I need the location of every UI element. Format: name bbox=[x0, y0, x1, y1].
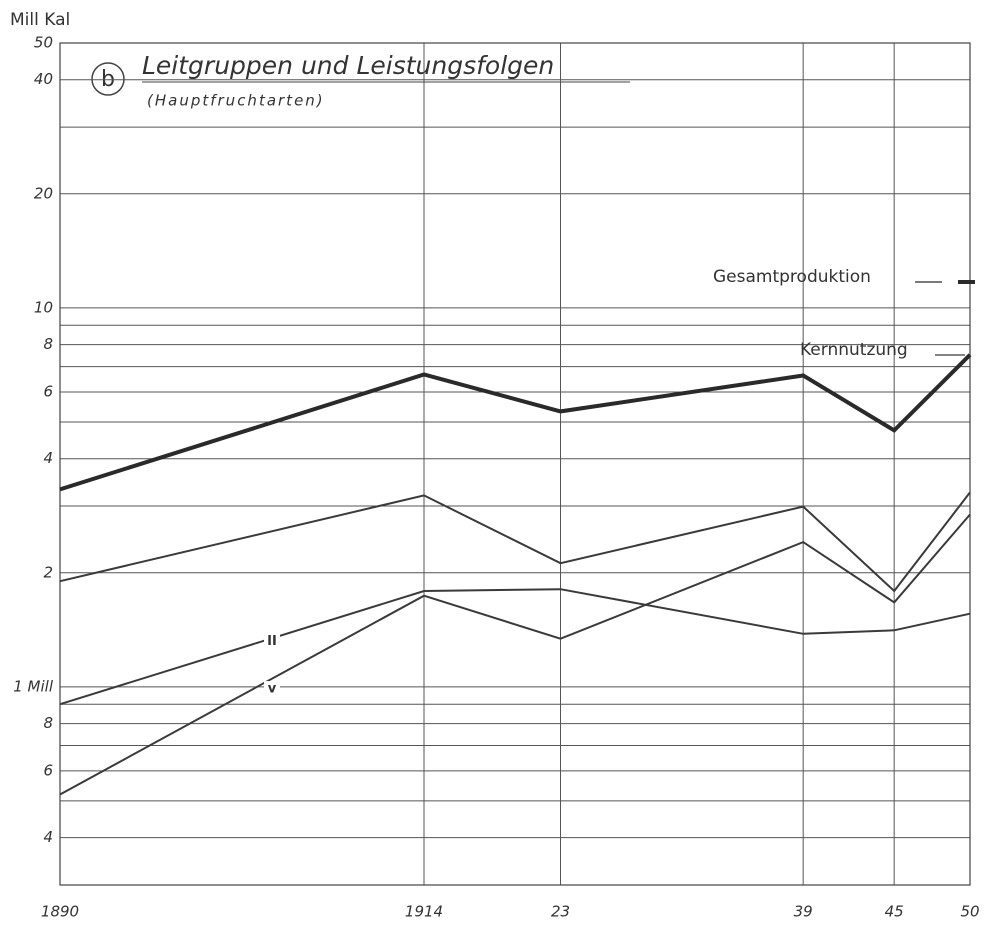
x-tick-label: 23 bbox=[551, 903, 570, 921]
line-marker-bg bbox=[264, 633, 280, 650]
x-tick-label: 1890 bbox=[41, 903, 79, 921]
series-line bbox=[59, 588, 971, 706]
y-tick-label: 4 bbox=[43, 828, 53, 846]
y-tick-label: 40 bbox=[34, 70, 53, 88]
x-tick-label: 45 bbox=[885, 903, 904, 921]
y-tick-label: 8 bbox=[43, 714, 53, 732]
line-marker: II bbox=[267, 634, 277, 649]
x-tick-label: 39 bbox=[794, 903, 813, 921]
panel-circle bbox=[91, 62, 125, 96]
x-tick-label: 1914 bbox=[405, 903, 443, 921]
x-tick-label: 50 bbox=[960, 903, 979, 921]
legend-label: Kernnutzung bbox=[800, 340, 908, 360]
y-tick-label: 4 bbox=[43, 449, 53, 467]
y-tick-label: 10 bbox=[34, 298, 53, 316]
y-axis-label: Mill Kal bbox=[10, 10, 70, 30]
legend-label: Gesamtproduktion bbox=[713, 267, 871, 287]
series-line bbox=[59, 491, 971, 593]
line-marker-bg bbox=[264, 681, 280, 698]
y-tick-label: 6 bbox=[43, 761, 53, 779]
y-tick-label: 50 bbox=[34, 34, 53, 52]
y-tick-label: 6 bbox=[43, 382, 53, 400]
y-tick-label: 20 bbox=[34, 184, 53, 202]
y-tick-label: 8 bbox=[43, 335, 53, 353]
y-tick-label: 2 bbox=[43, 563, 53, 581]
series-line bbox=[59, 513, 971, 796]
chart-subtitle: (Hauptfruchtarten) bbox=[147, 92, 325, 110]
line-marker: v bbox=[268, 682, 277, 697]
series-line bbox=[59, 353, 972, 492]
y-tick-label: 1 Mill bbox=[13, 677, 54, 695]
plot-frame bbox=[59, 42, 971, 886]
chart-title: Leitgruppen und Leistungsfolgen bbox=[142, 51, 554, 80]
